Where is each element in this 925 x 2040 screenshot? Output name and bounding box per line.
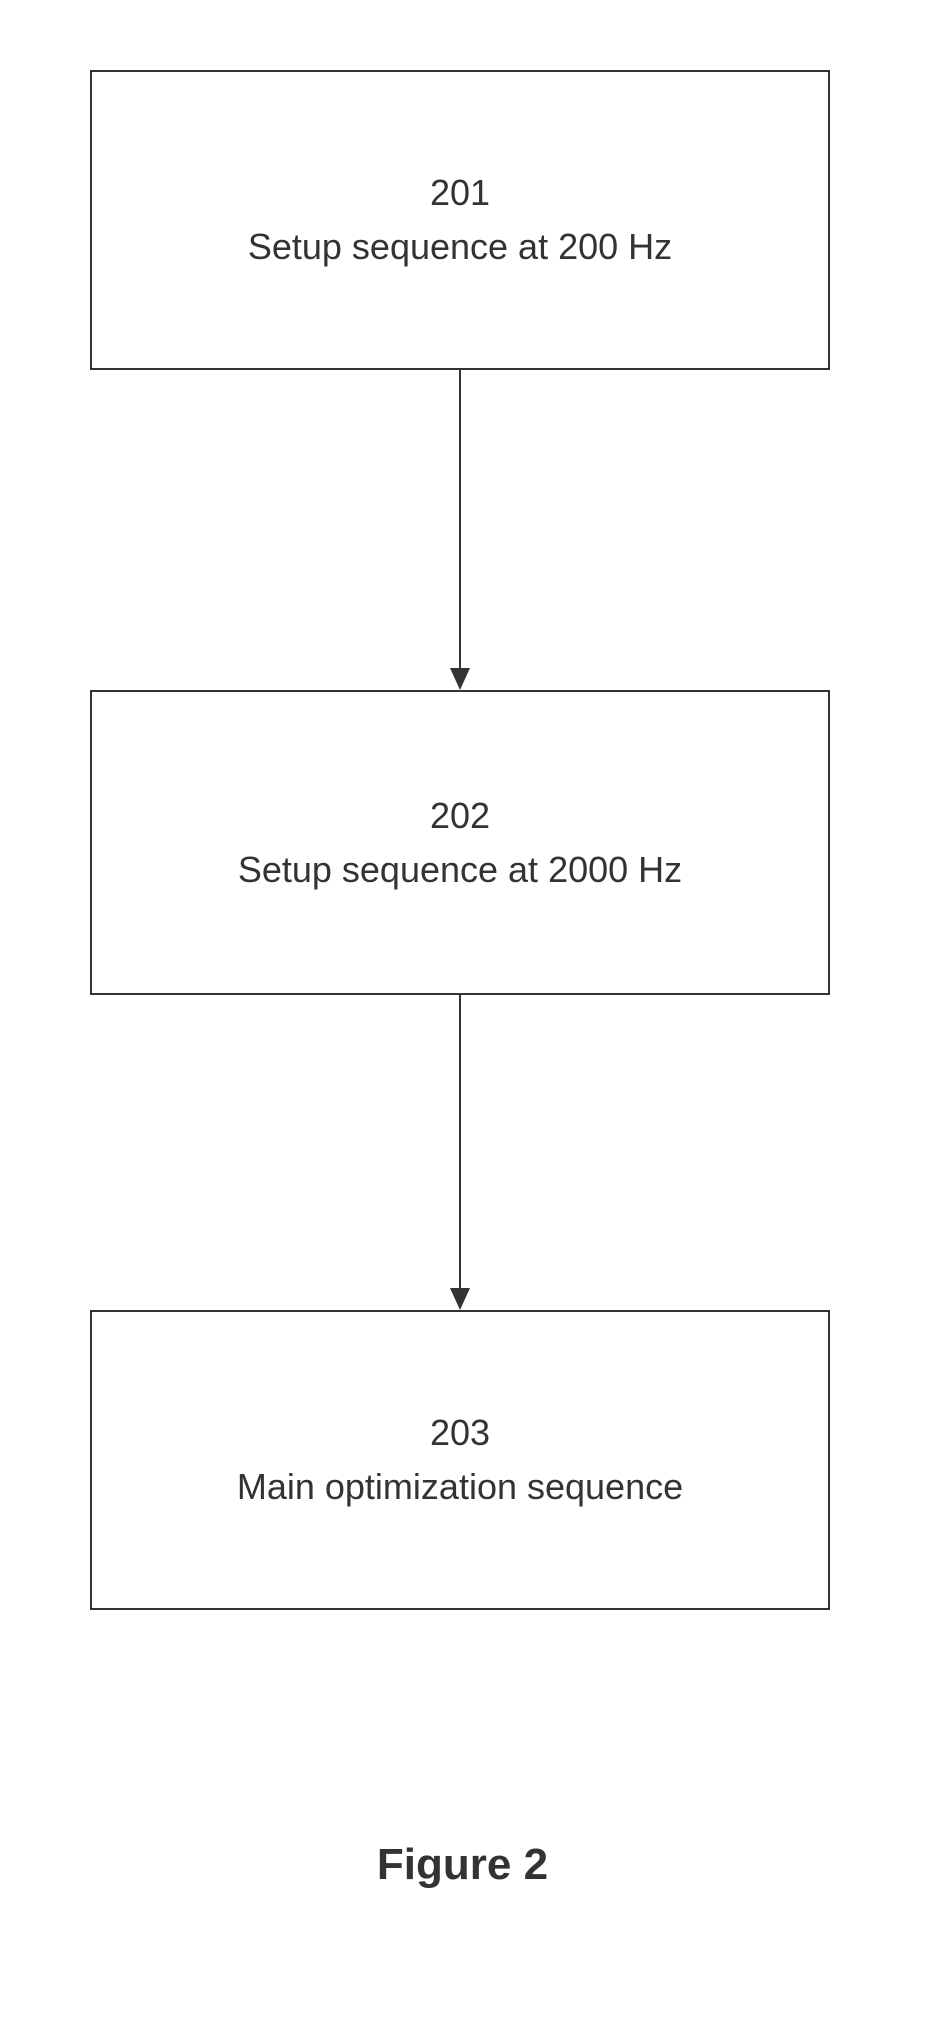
flow-node-202: 202 Setup sequence at 2000 Hz — [90, 690, 830, 995]
arrow-202-203 — [440, 995, 480, 1310]
flow-node-label: Setup sequence at 2000 Hz — [238, 843, 682, 897]
figure-caption: Figure 2 — [0, 1840, 925, 1890]
flow-node-201: 201 Setup sequence at 200 Hz — [90, 70, 830, 370]
arrow-201-202 — [440, 370, 480, 690]
flow-node-number: 201 — [430, 166, 490, 220]
flow-node-number: 203 — [430, 1406, 490, 1460]
flowchart-container: 201 Setup sequence at 200 Hz 202 Setup s… — [0, 0, 925, 2040]
flow-node-number: 202 — [430, 789, 490, 843]
flow-node-label: Setup sequence at 200 Hz — [248, 220, 672, 274]
flow-node-label: Main optimization sequence — [237, 1460, 683, 1514]
flow-node-203: 203 Main optimization sequence — [90, 1310, 830, 1610]
